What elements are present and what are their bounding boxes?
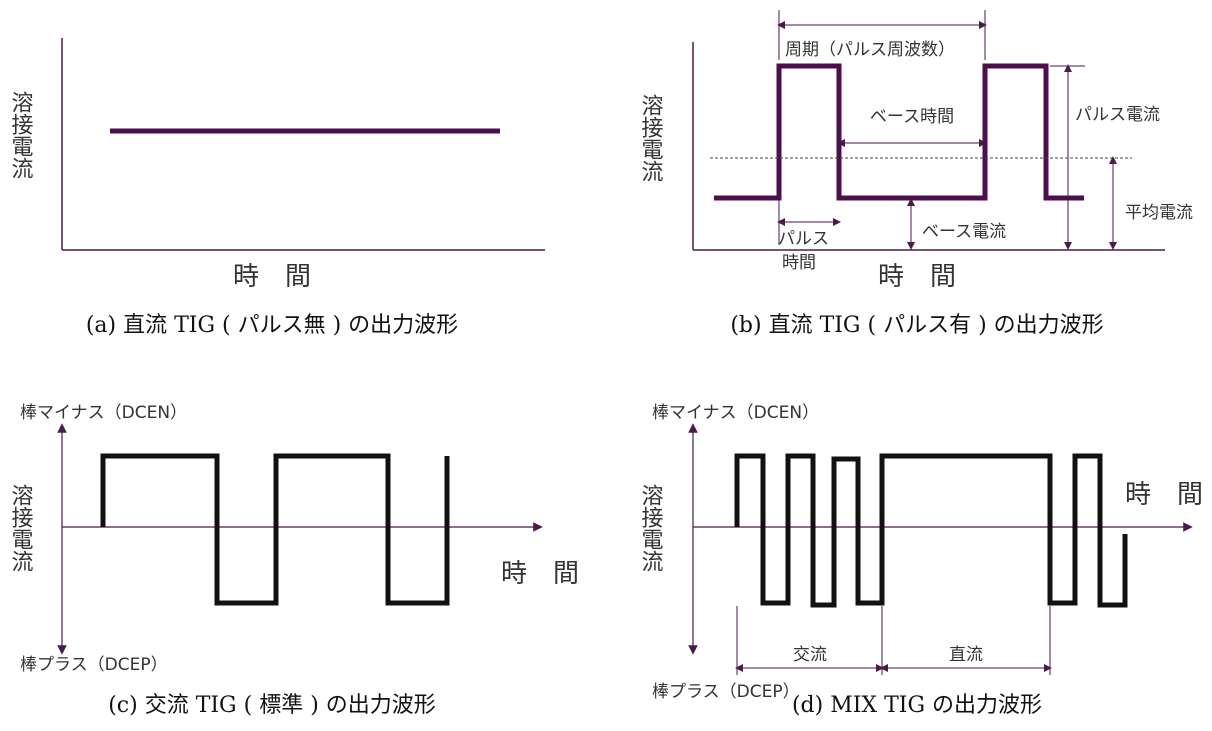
panel-a-x-label: 時 間 bbox=[233, 262, 311, 292]
panel-b-pulse-time-label-1: パルス bbox=[778, 229, 829, 249]
panel-b-base-current-label: ベース電流 bbox=[922, 222, 1006, 242]
panel-b-average-current-label: 平均電流 bbox=[1125, 203, 1193, 223]
panel-c-y-label: 溶接電流 bbox=[8, 484, 34, 572]
panel-b-pulse-current-label: パルス電流 bbox=[1075, 105, 1160, 125]
panel-d-y-label: 溶接電流 bbox=[638, 484, 664, 572]
panel-b-period-label: 周期（パルス周波数） bbox=[785, 40, 955, 60]
panel-b-x-label: 時 間 bbox=[878, 262, 956, 292]
panel-d-mix-waveform bbox=[734, 453, 1128, 608]
panel-a: 溶接電流 時 間 (a) 直流 TIG ( パルス無 ) の出力波形 bbox=[8, 38, 545, 338]
panel-c: 棒マイナス（DCEN） 棒プラス（DCEP） 溶接電流 時 間 (c) 交流 T… bbox=[8, 403, 580, 718]
panel-b: 周期（パルス周波数） ベース時間 パルス電流 平均電流 ベース電流 パルス 時間… bbox=[638, 10, 1193, 338]
panel-a-caption: (a) 直流 TIG ( パルス無 ) の出力波形 bbox=[86, 313, 458, 338]
panel-d: 交流 直流 棒マイナス（DCEN） 棒プラス（DCEP） 溶接電流 時 間 (d… bbox=[638, 403, 1204, 718]
panel-a-y-label: 溶接電流 bbox=[8, 91, 34, 179]
panel-d-caption: (d) MIX TIG の出力波形 bbox=[792, 693, 1042, 718]
panel-d-ac-label: 交流 bbox=[793, 645, 827, 665]
panel-d-top-label: 棒マイナス（DCEN） bbox=[652, 403, 819, 423]
panel-c-x-label: 時 間 bbox=[501, 559, 579, 589]
panel-b-base-time-label: ベース時間 bbox=[870, 107, 954, 127]
panel-b-pulse-waveform bbox=[714, 63, 1084, 201]
panel-c-bottom-label: 棒プラス（DCEP） bbox=[20, 655, 168, 675]
panel-d-bottom-label: 棒プラス（DCEP） bbox=[652, 682, 800, 702]
panel-d-x-label: 時 間 bbox=[1125, 480, 1203, 510]
panel-b-caption: (b) 直流 TIG ( パルス有 ) の出力波形 bbox=[730, 313, 1103, 338]
panel-b-pulse-time-label-2: 時間 bbox=[782, 253, 816, 273]
panel-b-y-label: 溶接電流 bbox=[638, 94, 664, 182]
panel-d-dc-label: 直流 bbox=[949, 645, 983, 665]
panel-c-caption: (c) 交流 TIG ( 標準 ) の出力波形 bbox=[108, 693, 436, 718]
panel-c-ac-waveform bbox=[100, 453, 450, 606]
panel-c-top-label: 棒マイナス（DCEN） bbox=[20, 403, 187, 423]
